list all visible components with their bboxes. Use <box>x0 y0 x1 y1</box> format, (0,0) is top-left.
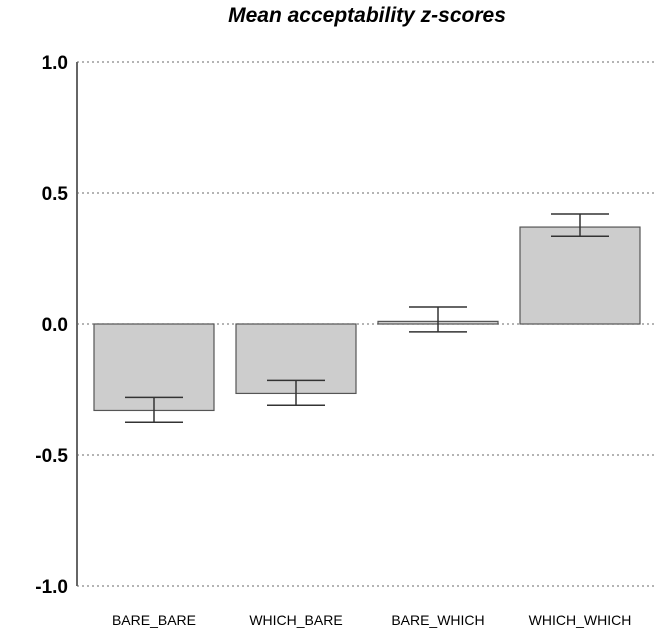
y-tick-label: 1.0 <box>42 53 68 74</box>
x-tick-label: WHICH_BARE <box>249 612 342 628</box>
bar-bare-bare <box>93 323 215 412</box>
x-tick-label: WHICH_WHICH <box>529 612 632 628</box>
x-tick-label: BARE_BARE <box>112 612 196 628</box>
y-axis: 1.0 0.5 0.0 -0.5 -1.0 <box>35 53 78 598</box>
y-tick-label: -1.0 <box>35 577 68 598</box>
error-bar <box>551 213 609 237</box>
bar-which-which <box>519 226 641 325</box>
error-bar <box>409 306 467 333</box>
x-tick-label: BARE_WHICH <box>391 612 484 628</box>
error-bar <box>267 379 325 406</box>
chart-title: Mean acceptability z-scores <box>228 4 506 27</box>
y-tick-label: -0.5 <box>35 446 68 467</box>
bars <box>93 226 641 412</box>
error-bars <box>125 213 609 423</box>
bar-which-bare <box>235 323 357 395</box>
error-bar <box>125 396 183 423</box>
y-tick-label: 0.5 <box>42 184 69 205</box>
y-tick-label: 0.0 <box>42 315 68 336</box>
x-axis-tick-labels: BARE_BARE WHICH_BARE BARE_WHICH WHICH_WHICH <box>112 612 631 628</box>
